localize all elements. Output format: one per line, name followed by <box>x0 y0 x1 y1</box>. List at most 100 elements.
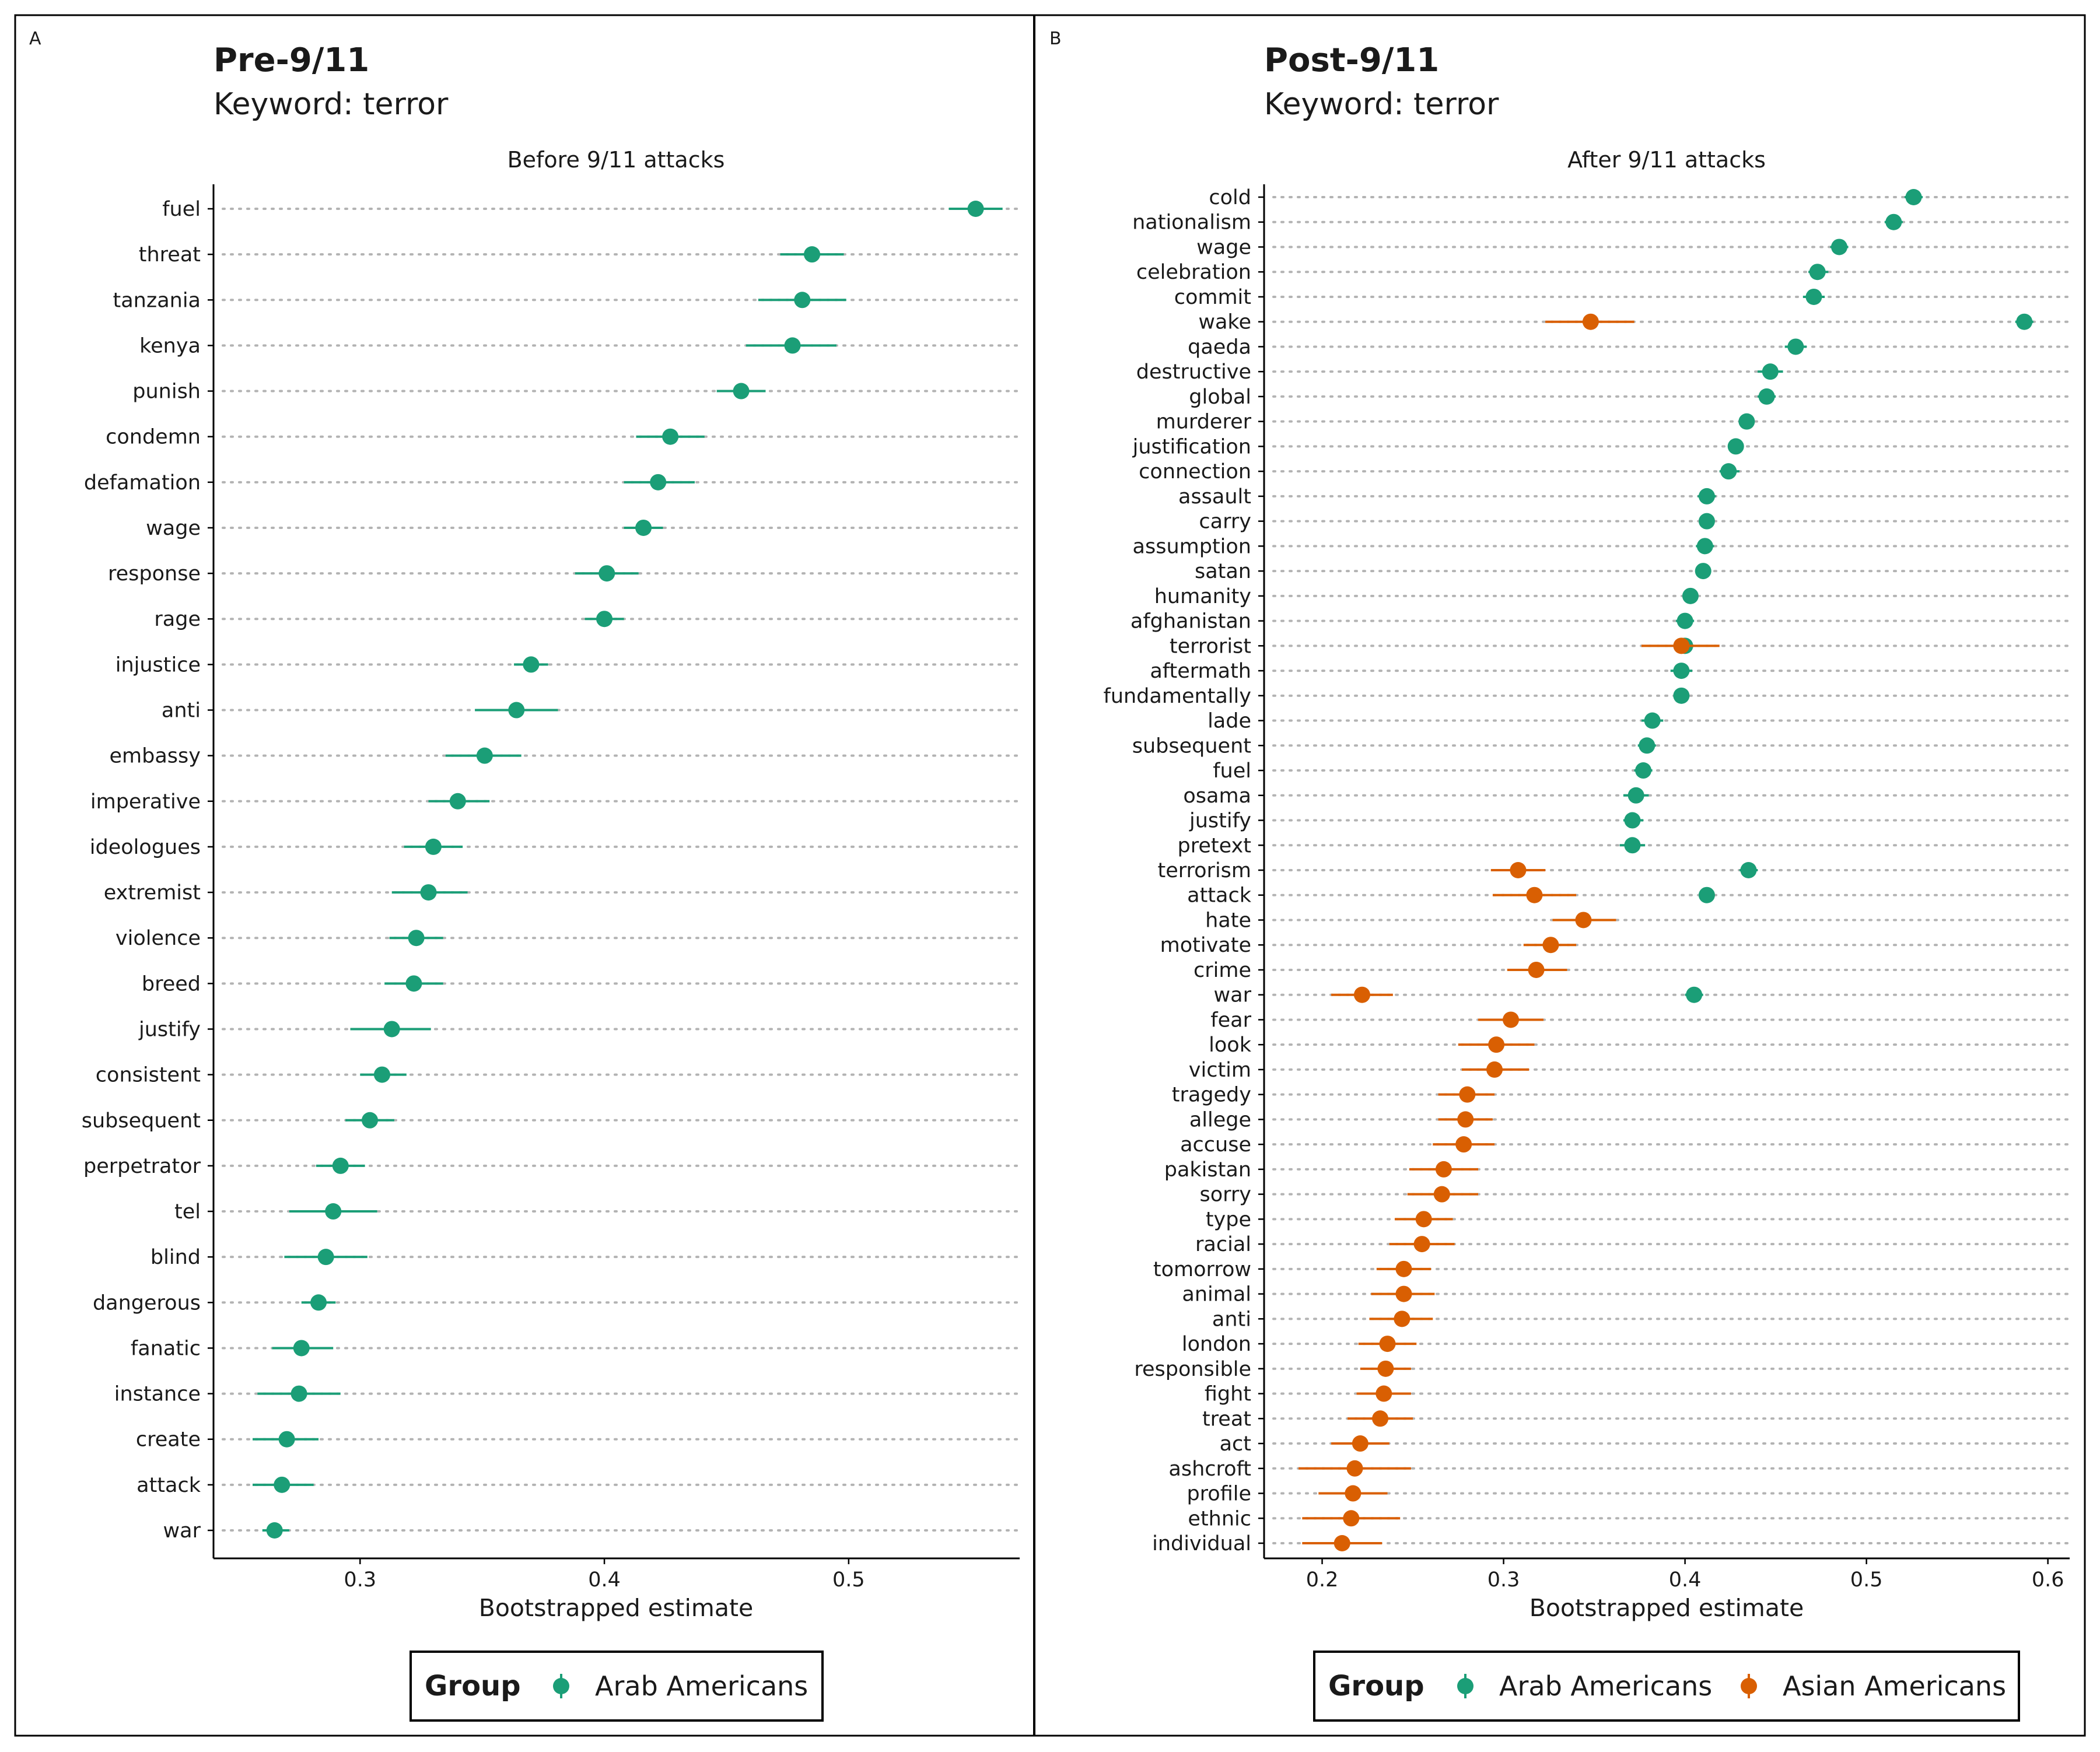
panel-b-y-axis: coldnationalismwagecelebrationcommitwake… <box>1104 184 1265 1558</box>
point-arab-americans <box>1673 687 1690 704</box>
point-asian-americans <box>1334 1535 1350 1551</box>
y-tick-label: war <box>163 1519 201 1543</box>
point-arab-americans <box>290 1385 307 1402</box>
point-asian-americans <box>1372 1410 1389 1427</box>
panel-b-marks <box>1298 189 2034 1551</box>
y-tick-label: tragedy <box>1172 1084 1251 1107</box>
y-tick-label: satan <box>1195 560 1251 583</box>
point-asian-americans <box>1459 1086 1476 1103</box>
y-tick-label: embassy <box>110 745 201 768</box>
point-asian-americans <box>1582 313 1599 330</box>
y-tick-label: profile <box>1186 1483 1251 1506</box>
point-asian-americans <box>1510 862 1527 878</box>
y-tick-label: qaeda <box>1188 335 1251 359</box>
y-tick-label: war <box>1214 984 1252 1007</box>
y-tick-label: pakistan <box>1164 1158 1251 1182</box>
point-arab-americans <box>596 611 613 628</box>
y-tick-label: blind <box>150 1246 201 1269</box>
point-arab-americans <box>317 1249 334 1266</box>
point-arab-americans <box>1762 363 1779 380</box>
point-arab-americans <box>420 884 437 901</box>
y-tick-label: condemn <box>106 426 201 449</box>
panel-a-legend: Group Arab Americans <box>410 1651 824 1722</box>
x-tick-label: 0.3 <box>1488 1568 1520 1592</box>
point-arab-americans <box>733 383 750 400</box>
point-arab-americans <box>804 246 821 263</box>
y-tick-label: type <box>1206 1208 1251 1231</box>
point-asian-americans <box>1379 1336 1396 1352</box>
point-arab-americans <box>1695 563 1712 580</box>
y-tick-label: terrorism <box>1157 859 1251 882</box>
y-tick-label: imperative <box>90 790 201 814</box>
point-arab-americans <box>278 1431 295 1448</box>
y-tick-label: responsible <box>1134 1358 1251 1381</box>
point-asian-americans <box>1395 1260 1412 1277</box>
y-tick-label: murderer <box>1156 411 1252 434</box>
y-tick-label: ashcroft <box>1168 1457 1251 1481</box>
point-arab-americans <box>794 292 811 309</box>
panel-b-x-axis-title: Bootstrapped estimate <box>1530 1594 1804 1622</box>
point-asian-americans <box>1542 937 1559 954</box>
y-tick-label: connection <box>1139 460 1251 483</box>
y-tick-label: ethnic <box>1188 1507 1251 1530</box>
panel-a-x-axis-title: Bootstrapped estimate <box>479 1594 754 1622</box>
panel-b-legend-box <box>1313 1651 2020 1722</box>
y-tick-label: aftermath <box>1150 660 1251 683</box>
point-asian-americans <box>1376 1385 1392 1402</box>
point-asian-americans <box>1346 1460 1363 1477</box>
point-arab-americans <box>1758 388 1775 405</box>
point-asian-americans <box>1413 1236 1430 1253</box>
point-asian-americans <box>1435 1161 1452 1178</box>
y-tick-label: fear <box>1210 1008 1251 1032</box>
point-asian-americans <box>1488 1036 1505 1053</box>
y-tick-label: response <box>108 562 201 586</box>
y-tick-label: rage <box>154 608 201 631</box>
y-tick-label: injustice <box>116 653 201 677</box>
point-arab-americans <box>1686 986 1703 1003</box>
y-tick-label: threat <box>139 243 201 267</box>
x-tick-label: 0.5 <box>1850 1568 1883 1592</box>
y-tick-label: extremist <box>104 881 201 905</box>
point-arab-americans <box>635 519 652 536</box>
point-asian-americans <box>1352 1435 1368 1452</box>
y-tick-label: global <box>1189 386 1251 409</box>
y-tick-label: individual <box>1152 1532 1251 1555</box>
point-arab-americans <box>1740 862 1757 878</box>
y-tick-label: anti <box>1212 1308 1251 1331</box>
y-tick-label: hate <box>1205 909 1251 932</box>
y-tick-label: racial <box>1195 1233 1251 1256</box>
panel-a-legend-title: Group <box>425 1670 521 1702</box>
panel-b-facet-title: After 9/11 attacks <box>1567 147 1766 173</box>
panel-a-subtitle: Keyword: terror <box>214 87 449 122</box>
panel-b-legend-key-arab <box>1457 1678 1474 1694</box>
y-tick-label: fuel <box>1213 759 1251 783</box>
y-tick-label: create <box>136 1428 201 1452</box>
x-tick-label: 0.5 <box>832 1568 865 1592</box>
y-tick-label: accuse <box>1180 1133 1251 1157</box>
panel-a-facet-title: Before 9/11 attacks <box>508 147 725 173</box>
point-arab-americans <box>266 1522 283 1539</box>
panel-a-title: Pre-9/11 <box>214 41 369 79</box>
point-arab-americans <box>1738 413 1755 430</box>
point-arab-americans <box>1682 587 1699 604</box>
point-asian-americans <box>1343 1510 1360 1527</box>
y-tick-label: assault <box>1178 485 1251 509</box>
y-tick-label: fight <box>1205 1383 1251 1406</box>
point-arab-americans <box>1673 663 1690 679</box>
y-tick-label: london <box>1182 1333 1251 1356</box>
x-tick-label: 0.4 <box>588 1568 621 1592</box>
x-tick-label: 0.3 <box>344 1568 376 1592</box>
point-arab-americans <box>1698 513 1715 530</box>
panel-a-y-axis: fuel threat tanzania kenya punish condemn defa… <box>82 184 215 1558</box>
y-tick-label: breed <box>142 972 201 996</box>
y-tick-label: humanity <box>1154 585 1251 608</box>
point-asian-americans <box>1353 986 1370 1003</box>
y-tick-label: sorry <box>1199 1183 1251 1207</box>
y-tick-label: fuel <box>162 198 201 221</box>
point-arab-americans <box>449 793 466 810</box>
y-tick-label: osama <box>1183 784 1251 808</box>
y-tick-label: fundamentally <box>1104 685 1252 708</box>
y-tick-label: ideologues <box>90 836 201 859</box>
y-tick-label: anti <box>162 699 201 723</box>
